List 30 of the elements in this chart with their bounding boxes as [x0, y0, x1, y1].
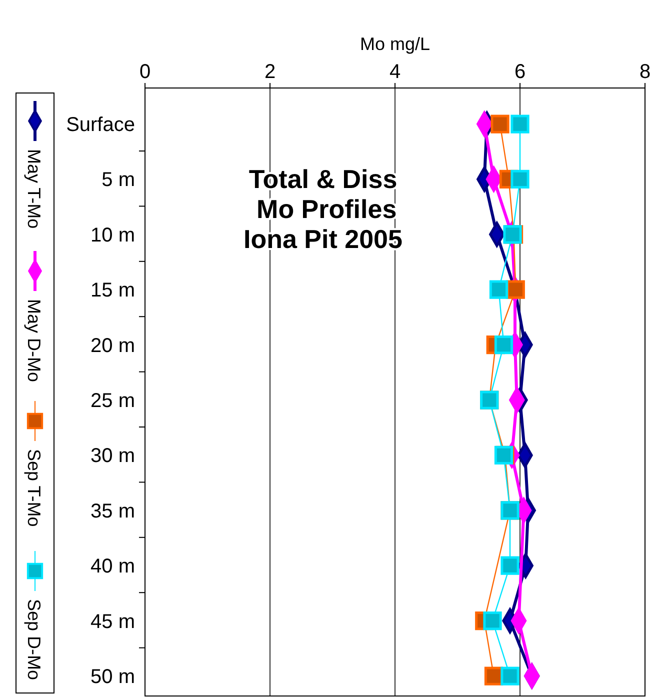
- y-tick-label: 30 m: [90, 445, 135, 468]
- point: [506, 280, 525, 299]
- y-tick-label: 5 m: [102, 169, 135, 192]
- x-tick-label: 8: [639, 61, 651, 83]
- point: [489, 280, 508, 299]
- legend-label: May T-Mo: [24, 149, 44, 229]
- legend-label: Sep T-Mo: [24, 449, 44, 527]
- legend-label: May D-Mo: [24, 299, 44, 382]
- point: [500, 556, 520, 575]
- x-tick-label: 2: [264, 61, 276, 83]
- y-tick-label: 25 m: [90, 390, 135, 412]
- y-tick-label: 20 m: [90, 334, 135, 357]
- y-tick-label: Surface: [66, 114, 135, 136]
- x-tick-label: 6: [514, 61, 526, 83]
- x-tick-label: 4: [389, 61, 401, 83]
- y-tick-label: 45 m: [90, 610, 135, 633]
- y-tick-label: 50 m: [90, 666, 135, 688]
- y-tick-label: 10 m: [90, 224, 135, 246]
- point: [510, 170, 530, 189]
- y-tick-label: 15 m: [90, 280, 135, 302]
- x-axis-title: Mo mg/L: [360, 34, 430, 54]
- y-tick-label: 40 m: [90, 556, 135, 578]
- legend-label: Sep D-Mo: [24, 599, 44, 680]
- point: [510, 114, 530, 134]
- point: [500, 666, 520, 686]
- point: [490, 114, 510, 134]
- point: [494, 335, 514, 354]
- x-tick-label: 0: [139, 61, 151, 83]
- point: [483, 611, 502, 630]
- y-tick-label: 35 m: [90, 500, 135, 522]
